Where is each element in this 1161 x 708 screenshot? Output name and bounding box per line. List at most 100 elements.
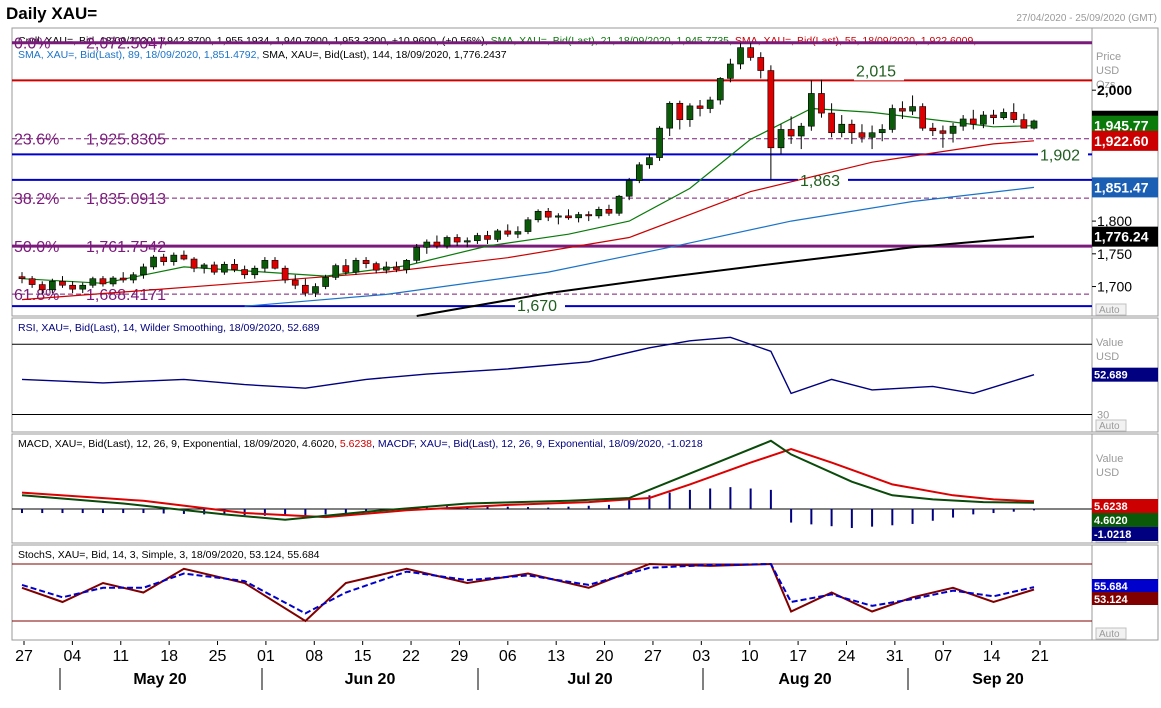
fib-level-value: 1,925.8305 bbox=[86, 132, 166, 149]
price-legend-segment: SMA, XAU=, Bid(Last), 144, 18/09/2020, 1… bbox=[262, 49, 506, 61]
price-axis-label: 1,750 bbox=[1097, 246, 1132, 262]
candle-body bbox=[1010, 112, 1018, 120]
fib-level-value: 1,835.0913 bbox=[86, 191, 166, 208]
level-label-bg bbox=[798, 170, 848, 190]
candle-body bbox=[939, 130, 947, 134]
stoch-legend-segment: StochS, XAU=, Bid, 14, 3, Simple, 3, 18/… bbox=[18, 549, 320, 561]
candle-body bbox=[281, 267, 289, 281]
month-axis-label: Sep 20 bbox=[972, 671, 1024, 688]
stoch-legend-row: StochS, XAU=, Bid, 14, 3, Simple, 3, 18/… bbox=[18, 549, 320, 561]
fib-level-percent: 50.0% bbox=[14, 239, 59, 256]
candle-body bbox=[474, 235, 481, 242]
macd-histogram-bar bbox=[284, 508, 287, 516]
rsi-axis-caption: Value bbox=[1096, 337, 1123, 349]
candle-body bbox=[190, 258, 198, 269]
macd-histogram-bar bbox=[607, 504, 610, 509]
macd-value-label: 5.6238 bbox=[1094, 501, 1128, 513]
candle-body bbox=[79, 284, 87, 290]
date-axis-label: 20 bbox=[596, 648, 614, 665]
candle-body bbox=[403, 260, 410, 270]
candle-body bbox=[332, 265, 340, 278]
candle-body bbox=[727, 63, 734, 79]
macd-histogram-bar bbox=[1033, 508, 1035, 511]
level-label-bg bbox=[854, 61, 904, 81]
candle-body bbox=[514, 231, 522, 235]
candle-body bbox=[818, 93, 825, 114]
candle-body bbox=[382, 266, 390, 271]
candle-body bbox=[413, 246, 421, 261]
candle-body bbox=[666, 102, 674, 129]
date-axis-label: 04 bbox=[63, 648, 81, 665]
candle-body bbox=[646, 157, 653, 166]
value-tag-label: 1,945.77 bbox=[1094, 118, 1149, 134]
date-axis-label: 08 bbox=[305, 648, 323, 665]
candle-body bbox=[828, 112, 835, 134]
candle-body bbox=[524, 219, 532, 232]
candle-body bbox=[49, 281, 56, 291]
candle-body bbox=[757, 57, 765, 71]
date-axis-label: 14 bbox=[983, 648, 1001, 665]
value-tag-label: 1,851.47 bbox=[1094, 179, 1149, 195]
candle-body bbox=[737, 47, 744, 65]
candle-body bbox=[69, 284, 76, 290]
date-range: 27/04/2020 - 25/09/2020 (GMT) bbox=[1016, 13, 1157, 24]
candle-body bbox=[878, 129, 886, 134]
date-axis-label: 29 bbox=[451, 648, 469, 665]
price-legend-row: SMA, XAU=, Bid(Last), 89, 18/09/2020, 1,… bbox=[18, 49, 507, 61]
candle-body bbox=[838, 123, 846, 134]
macd-histogram-bar bbox=[931, 508, 934, 521]
candle-body bbox=[140, 266, 147, 276]
date-axis-label: 11 bbox=[112, 648, 129, 665]
month-axis-label: Aug 20 bbox=[778, 671, 831, 688]
macd-value-tag bbox=[1092, 513, 1158, 527]
candle-body bbox=[302, 284, 309, 294]
macd-histogram-bar bbox=[952, 508, 955, 518]
candle-body bbox=[716, 78, 724, 101]
macd-histogram-bar bbox=[850, 508, 853, 529]
candle-body bbox=[767, 70, 775, 149]
candle-body bbox=[322, 277, 329, 287]
value-tag-label: 1,922.60 bbox=[1094, 133, 1149, 149]
macd-histogram-bar bbox=[324, 508, 327, 515]
date-axis-label: 03 bbox=[692, 648, 710, 665]
macd-histogram-bar bbox=[688, 489, 691, 509]
candle-body bbox=[150, 256, 157, 268]
macd-histogram-bar bbox=[749, 488, 752, 509]
candle-body bbox=[463, 240, 471, 243]
macd-histogram-bar bbox=[992, 508, 995, 514]
level-label: 2,015 bbox=[856, 63, 896, 80]
candle-body bbox=[585, 214, 593, 217]
candle-body bbox=[494, 230, 501, 240]
macd-histogram-bar bbox=[972, 508, 975, 515]
candle-body bbox=[99, 278, 107, 285]
value-tag-label: 1,776.24 bbox=[1094, 229, 1149, 245]
rsi-legend-segment: RSI, XAU=, Bid(Last), 14, Wilder Smoothi… bbox=[18, 322, 320, 334]
macd-legend-row: MACD, XAU=, Bid(Last), 12, 26, 9, Expone… bbox=[18, 438, 703, 450]
candle-body bbox=[635, 164, 643, 181]
auto-scale-label: Auto bbox=[1099, 421, 1120, 432]
macd-histogram-bar bbox=[668, 492, 671, 509]
candle-body bbox=[848, 123, 856, 134]
macd-histogram-bar bbox=[810, 508, 813, 525]
macd-histogram-bar bbox=[628, 500, 631, 509]
date-axis-label: 13 bbox=[547, 648, 565, 665]
macd-histogram-bar bbox=[182, 508, 185, 514]
fib-level-percent: 0.0% bbox=[14, 36, 50, 53]
macd-legend-segment: MACD, XAU=, Bid(Last), 12, 26, 9, Expone… bbox=[18, 438, 340, 450]
candle-body bbox=[119, 277, 127, 281]
date-axis-label: 27 bbox=[15, 648, 33, 665]
macd-histogram-bar bbox=[81, 508, 84, 514]
value-tag bbox=[1092, 115, 1158, 136]
macd-line bbox=[21, 439, 1035, 521]
macd-histogram-bar bbox=[41, 508, 44, 514]
fib-level-percent: 38.2% bbox=[14, 191, 59, 208]
macd-histogram-bar bbox=[547, 507, 550, 509]
macd-histogram-bar bbox=[506, 506, 509, 509]
candle-body bbox=[858, 132, 866, 138]
date-axis-label: 31 bbox=[886, 648, 904, 665]
candle-body bbox=[555, 215, 562, 218]
candle-body bbox=[1000, 112, 1007, 118]
macd-axis-caption: Value bbox=[1096, 453, 1123, 465]
macd-histogram-bar bbox=[911, 508, 914, 524]
date-axis-label: 24 bbox=[838, 648, 856, 665]
